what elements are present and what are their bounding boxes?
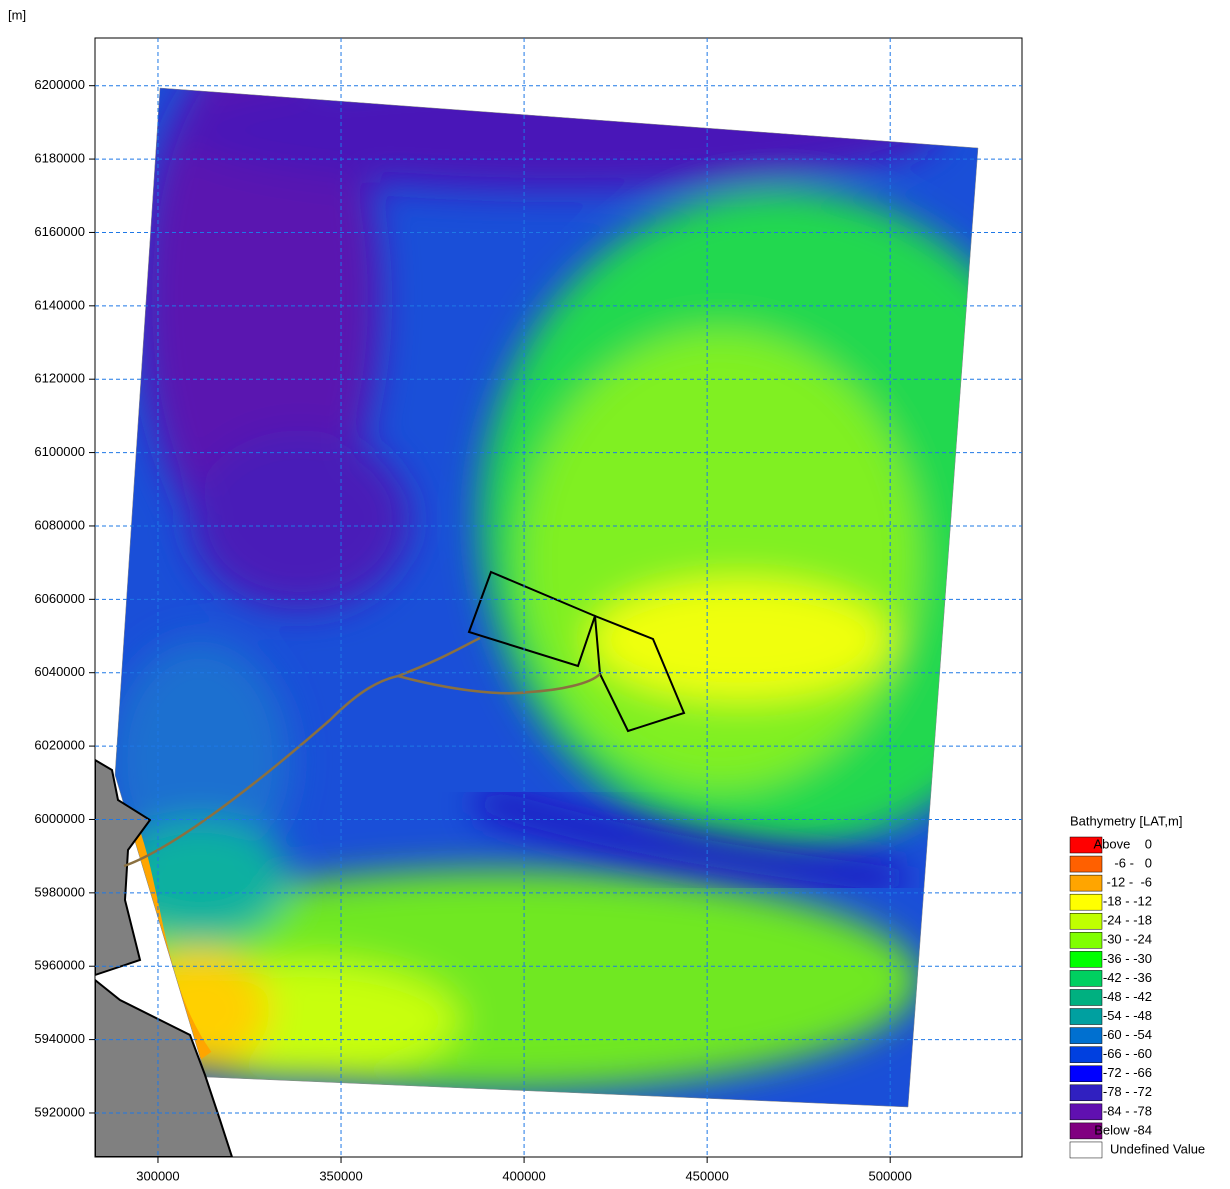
legend-label: -12 - -6 [1106, 875, 1152, 890]
legend-swatch [1069, 855, 1103, 873]
legend-label: -54 - -48 [1103, 1008, 1152, 1023]
land [95, 758, 234, 1157]
legend-label: Below -84 [1094, 1122, 1152, 1137]
legend-swatch [1069, 1008, 1103, 1025]
legend-swatch [1069, 970, 1103, 987]
legend-swatch [1069, 1046, 1103, 1063]
y-tick-label: 6080000 [34, 517, 85, 532]
x-tick-label: 400000 [502, 1168, 545, 1183]
legend-label: -78 - -72 [1103, 1084, 1152, 1099]
legend-swatch [1069, 989, 1103, 1006]
legend-swatch [1069, 1141, 1103, 1159]
y-tick-label: 6100000 [34, 444, 85, 459]
legend-label: -48 - -42 [1103, 989, 1152, 1004]
legend-swatch [1069, 932, 1103, 949]
legend-swatch [1069, 912, 1103, 930]
legend-label: Undefined Value [1110, 1141, 1205, 1156]
domain-outline [114, 87, 979, 1108]
legend-swatch [1069, 1065, 1103, 1082]
y-tick-label: 6020000 [34, 738, 85, 753]
y-tick-label: 6160000 [34, 224, 85, 239]
legend-swatch [1069, 1122, 1103, 1140]
legend-swatch [1069, 874, 1103, 892]
x-tick-label: 450000 [685, 1168, 728, 1183]
x-tick-label: 300000 [136, 1168, 179, 1183]
legend-swatch [1069, 1103, 1103, 1121]
legend-title: Bathymetry [LAT,m] [1070, 813, 1182, 828]
legend-label: -60 - -54 [1103, 1027, 1152, 1042]
legend-swatch [1069, 1027, 1103, 1044]
wind-farm-outline [467, 570, 686, 733]
x-tick-label: 500000 [869, 1168, 912, 1183]
legend-label: -6 - 0 [1114, 855, 1152, 870]
x-tick-label: 350000 [319, 1168, 362, 1183]
legend-label: -30 - -24 [1103, 932, 1152, 947]
legend-label: -36 - -30 [1103, 951, 1152, 966]
legend-swatch [1069, 951, 1103, 968]
legend-label: -84 - -78 [1103, 1103, 1152, 1118]
legend-label: -18 - -12 [1103, 894, 1152, 909]
y-tick-label: 6060000 [34, 591, 85, 606]
legend-label: Above 0 [1093, 836, 1152, 851]
y-tick-label: 5940000 [34, 1031, 85, 1046]
bathymetry-field [115, 88, 978, 1107]
y-tick-label: 6180000 [34, 151, 85, 166]
legend-label: -42 - -36 [1103, 970, 1152, 985]
y-tick-label: 6120000 [34, 371, 85, 386]
y-tick-label: 6200000 [34, 77, 85, 92]
legend-swatch [1069, 893, 1103, 911]
y-tick-label: 6000000 [34, 811, 85, 826]
y-tick-label: 6040000 [34, 664, 85, 679]
legend-label: -66 - -60 [1103, 1046, 1152, 1061]
legend-swatch [1069, 1084, 1103, 1102]
y-tick-label: 5960000 [34, 958, 85, 973]
plot-frame [94, 37, 1023, 1158]
cable-route [123, 636, 601, 868]
legend-label: -72 - -66 [1103, 1065, 1152, 1080]
y-tick-label: 5920000 [34, 1104, 85, 1119]
legend-swatch [1069, 836, 1103, 854]
y-tick-label: 6140000 [34, 297, 85, 312]
legend-label: -24 - -18 [1103, 913, 1152, 928]
y-tick-label: 5980000 [34, 884, 85, 899]
y-unit-label: [m] [8, 7, 26, 22]
